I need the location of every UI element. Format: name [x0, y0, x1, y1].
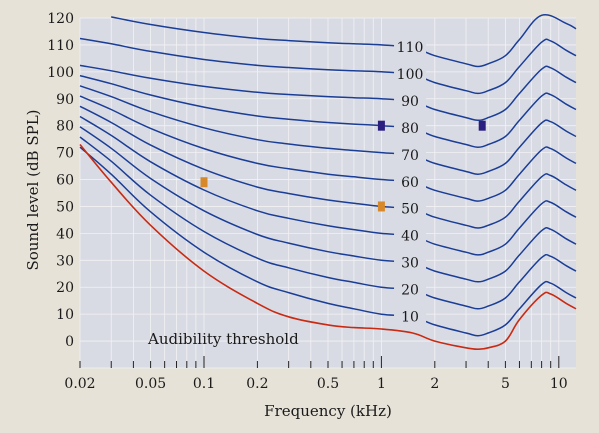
marker-orange	[377, 201, 385, 212]
y-tick-labels: 0 10 20 30 40 50 60 70 80 90 100 110 120	[47, 11, 74, 350]
curve-label-bg	[394, 65, 427, 82]
curve-label-bg	[394, 118, 427, 135]
curve-label-bg	[394, 92, 427, 108]
y-tick-label: 120	[47, 11, 74, 27]
x-tick-label: 0.05	[135, 376, 166, 392]
curve-label-bg	[394, 253, 427, 270]
y-tick-label: 40	[56, 226, 74, 242]
curve-label-20: 20	[401, 282, 419, 298]
curve-label-bg	[394, 145, 427, 162]
x-axis-title: Frequency (kHz)	[264, 402, 392, 420]
curve-label-bg	[394, 226, 427, 243]
curve-label-80: 80	[401, 121, 419, 137]
x-tick-marks	[79, 356, 560, 368]
y-tick-label: 0	[65, 334, 74, 350]
y-tick-label: 70	[56, 146, 74, 162]
audibility-threshold-curve	[79, 143, 577, 351]
y-axis-title: Sound level (dB SPL)	[24, 109, 42, 270]
y-tick-label: 50	[56, 199, 74, 215]
x-tick-label: 0.02	[64, 376, 95, 392]
marker-orange	[200, 177, 208, 188]
x-tick-label: 2	[430, 376, 439, 392]
curve-label-bg	[394, 307, 427, 324]
curve-label-bg	[394, 280, 427, 297]
x-tick-label: 0.1	[193, 376, 215, 392]
curve-label-110: 110	[397, 40, 424, 56]
y-tick-label: 60	[56, 173, 74, 189]
marker-blue	[478, 120, 486, 131]
curve-label-30: 30	[401, 256, 419, 272]
curve-label-bg	[394, 172, 427, 189]
threshold-label: Audibility threshold	[147, 330, 299, 348]
x-tick-label: 0.2	[246, 376, 268, 392]
curve-label-70: 70	[401, 148, 419, 164]
curve-label-60: 60	[401, 175, 419, 191]
y-tick-label: 10	[56, 307, 74, 323]
y-tick-label: 100	[47, 65, 74, 81]
x-tick-labels: 0.02 0.05 0.1 0.2 0.5 1 2 5 10	[64, 376, 567, 392]
data-markers	[200, 120, 486, 212]
curve-label-100: 100	[397, 67, 424, 83]
curve-label-50: 50	[401, 202, 419, 218]
curve-label-bg	[394, 38, 427, 55]
curve-label-90: 90	[401, 94, 419, 110]
y-tick-label: 20	[56, 280, 74, 296]
curve-label-bg	[394, 199, 427, 216]
y-tick-label: 90	[56, 92, 74, 108]
curve-labels: 10 20 30 40 50 60 70 80 90 100 110	[394, 38, 427, 325]
y-tick-label: 80	[56, 119, 74, 135]
x-tick-label: 5	[501, 376, 510, 392]
x-tick-label: 0.5	[317, 376, 339, 392]
curve-label-40: 40	[401, 229, 419, 245]
x-tick-label: 10	[550, 376, 568, 392]
x-tick-label: 1	[377, 376, 386, 392]
y-tick-label: 110	[47, 38, 74, 54]
marker-blue	[377, 120, 385, 131]
y-tick-label: 30	[56, 253, 74, 269]
curve-label-10: 10	[401, 309, 419, 325]
